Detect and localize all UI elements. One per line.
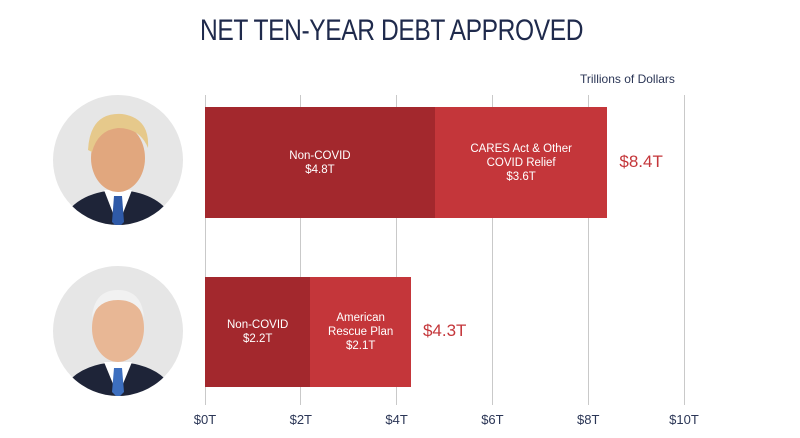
total-label: $4.3T (422, 321, 467, 340)
grid-line (683, 95, 685, 405)
segment-label: American Rescue Plan $2.1T (320, 311, 401, 353)
value-label: $2.2T (242, 333, 273, 345)
grid-line (300, 95, 302, 405)
x-tick-label: $8T (576, 412, 600, 427)
chart-title: NET TEN-YEAR DEBT APPROVED (200, 14, 584, 47)
segment-name: Non-COVID (227, 319, 289, 331)
segment-name: American Rescue Plan (328, 312, 394, 338)
segment-name: Non-COVID (289, 149, 351, 162)
bar-segment: American Rescue Plan $2.1T (310, 277, 411, 387)
grid-line (396, 95, 398, 405)
grid-line (587, 95, 589, 405)
segment-name: CARES Act & Other COVID Relief (470, 142, 572, 169)
segment-label: Non-COVID $4.8T (289, 149, 350, 177)
grid-line (204, 95, 206, 405)
axis-label: Trillions of Dollars (580, 72, 675, 86)
x-tick-label: $6T (481, 412, 504, 427)
total-label: $8.4T (619, 151, 663, 171)
x-tick-label: $2T (289, 412, 312, 427)
segment-label: CARES Act & Other COVID Relief $3.6T (465, 142, 577, 184)
bar-segment: Non-COVID $4.8T (205, 107, 435, 218)
x-tick-label: $10T (669, 412, 699, 427)
value-label: $2.1T (345, 340, 376, 352)
bar-segment: CARES Act & Other COVID Relief $3.6T (434, 107, 608, 218)
value-label: $4.8T (305, 163, 335, 176)
grid-line (491, 95, 493, 405)
segment-label: Non-COVID $2.2T (227, 318, 288, 346)
x-tick-label: $4T (385, 412, 408, 427)
bar-segment: Non-COVID $2.2T (205, 277, 311, 387)
value-label: $3.6T (506, 170, 536, 183)
x-tick-label: $0T (193, 412, 217, 427)
